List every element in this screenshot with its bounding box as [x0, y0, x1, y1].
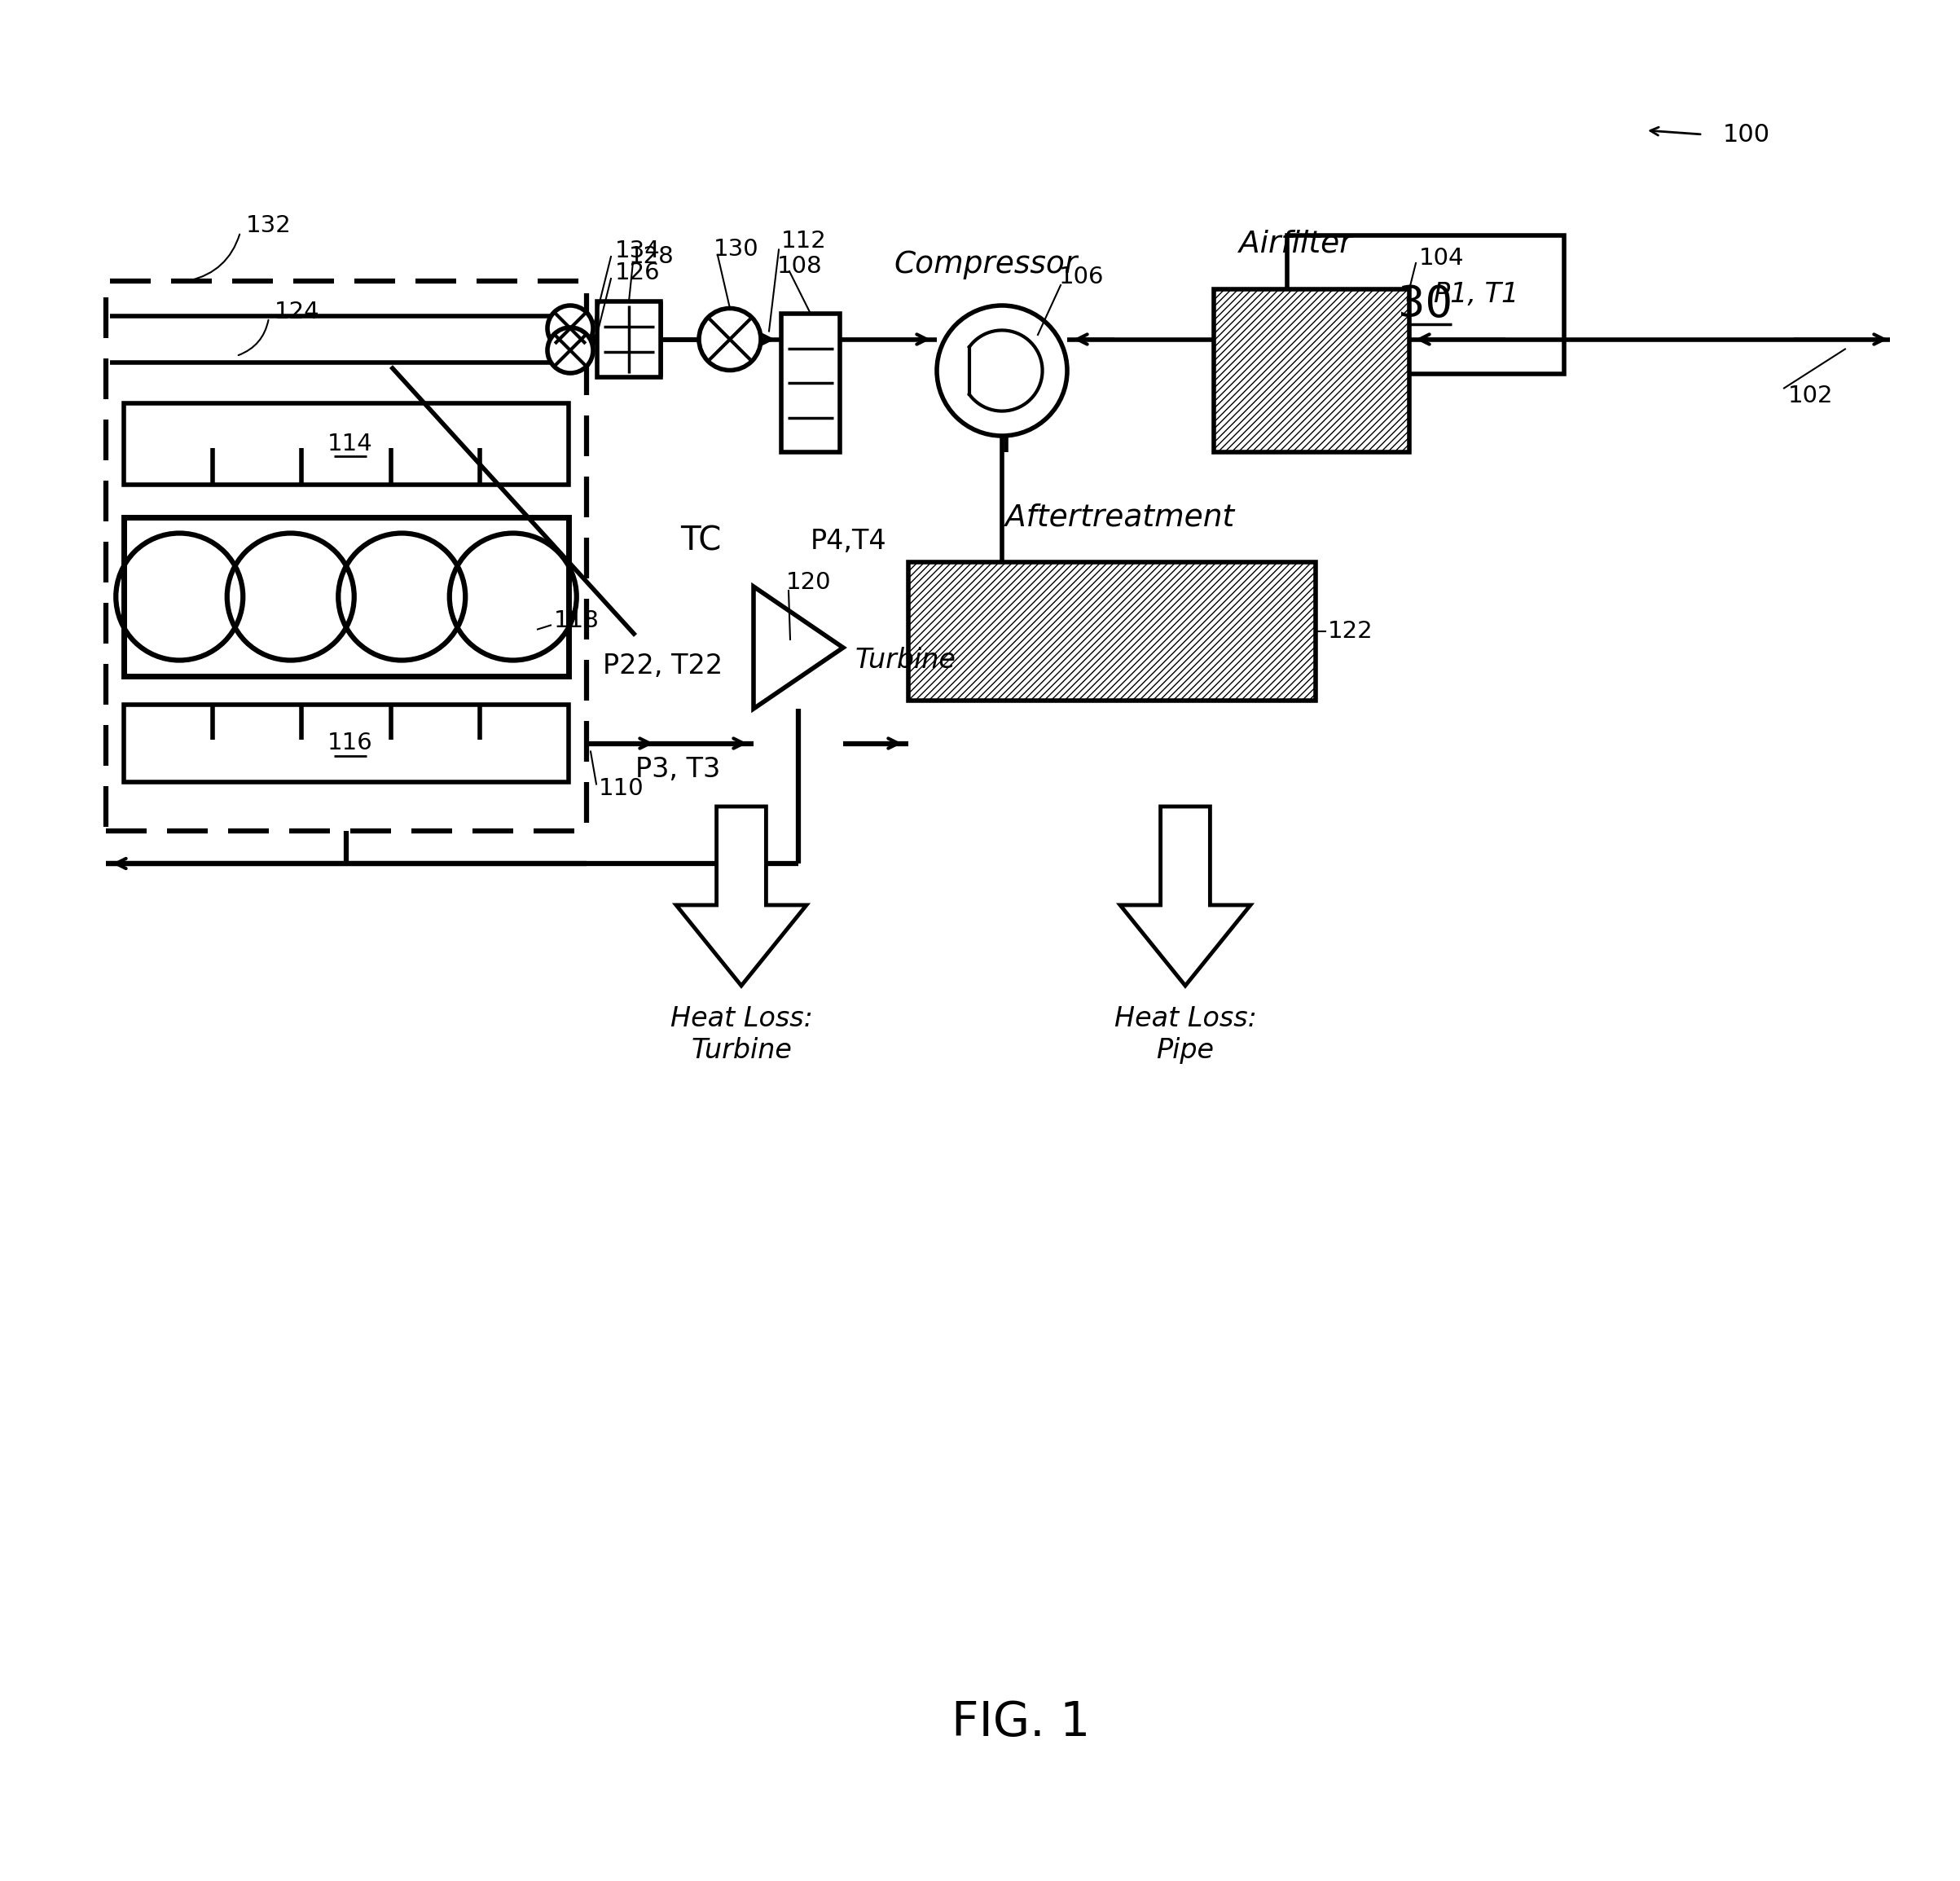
Text: TC: TC	[680, 525, 721, 559]
Text: 114: 114	[327, 433, 372, 455]
Text: P22, T22: P22, T22	[604, 653, 723, 679]
Text: Heat Loss:
Pipe: Heat Loss: Pipe	[1113, 1006, 1256, 1063]
Text: P3, T3: P3, T3	[635, 756, 721, 782]
Text: P4,T4: P4,T4	[811, 529, 886, 555]
Text: 126: 126	[615, 261, 661, 284]
Text: Aftertreatment: Aftertreatment	[1005, 502, 1235, 532]
Circle shape	[937, 305, 1066, 436]
Text: FIG. 1: FIG. 1	[951, 1699, 1090, 1746]
Text: 102: 102	[1788, 386, 1833, 408]
Text: 106: 106	[1058, 265, 1103, 288]
Text: P1, T1: P1, T1	[1435, 280, 1519, 308]
Text: Turbine: Turbine	[855, 647, 956, 673]
Circle shape	[700, 308, 760, 371]
Text: 30: 30	[1397, 284, 1452, 325]
Text: 116: 116	[327, 732, 372, 754]
Bar	[782, 314, 841, 451]
Text: 134: 134	[615, 239, 661, 261]
Text: 110: 110	[598, 777, 645, 799]
Bar	[106, 280, 586, 831]
Bar	[123, 705, 568, 782]
Circle shape	[547, 327, 594, 372]
Bar	[123, 517, 568, 675]
Bar	[598, 301, 661, 378]
Text: Airfilter: Airfilter	[1239, 229, 1352, 260]
Text: 100: 100	[1723, 122, 1770, 147]
Text: 128: 128	[629, 245, 674, 267]
Polygon shape	[1119, 807, 1250, 986]
Bar	[123, 403, 568, 485]
Text: 118: 118	[555, 609, 600, 632]
Polygon shape	[676, 807, 806, 986]
Text: 132: 132	[247, 214, 292, 237]
Text: 112: 112	[782, 229, 827, 252]
Text: 124: 124	[274, 301, 319, 324]
Bar	[907, 562, 1315, 700]
Text: 108: 108	[778, 256, 823, 278]
Text: 130: 130	[713, 239, 759, 261]
Text: 104: 104	[1419, 246, 1464, 269]
Bar	[1213, 290, 1409, 451]
Text: Heat Loss:
Turbine: Heat Loss: Turbine	[670, 1006, 813, 1063]
Circle shape	[547, 305, 594, 352]
Text: 120: 120	[786, 572, 831, 594]
Bar	[1288, 235, 1564, 374]
Text: 122: 122	[1327, 621, 1374, 643]
Text: Compressor: Compressor	[894, 250, 1078, 280]
